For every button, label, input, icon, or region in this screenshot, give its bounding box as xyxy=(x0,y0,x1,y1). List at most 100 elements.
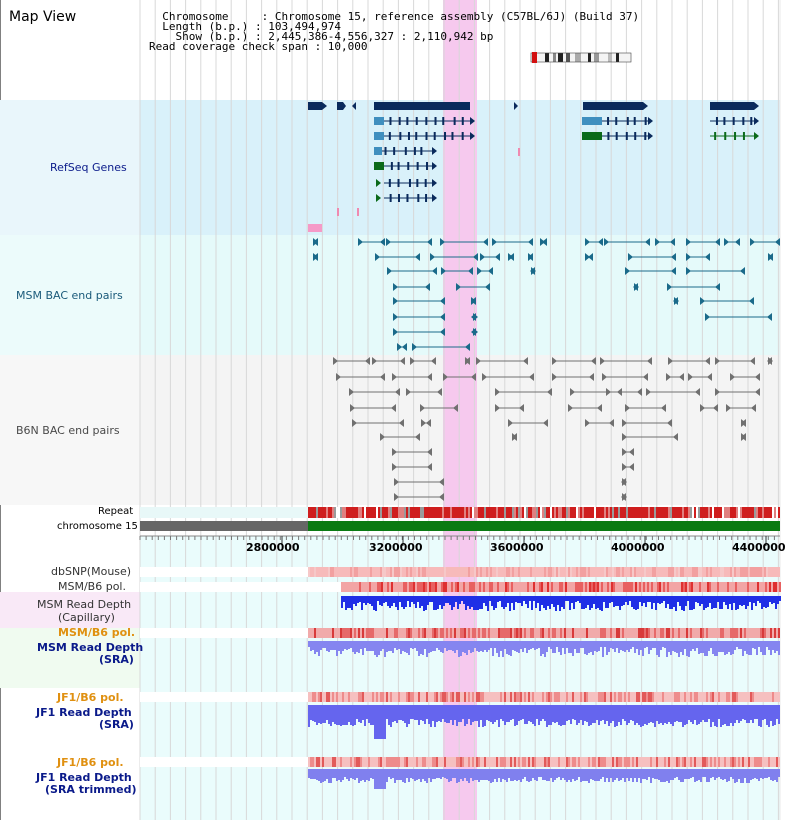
msm-pol-capillary xyxy=(475,582,477,592)
msm-depth-sra-bar xyxy=(776,641,778,651)
b6n-bac-pair-end xyxy=(602,373,607,381)
jf1-pol xyxy=(378,692,380,702)
jf1-pol-trimmed xyxy=(652,757,654,767)
jf1-depth-bar xyxy=(516,705,518,725)
dbsnp-density xyxy=(370,567,372,577)
repeat-element xyxy=(346,507,348,518)
msm-pol-capillary xyxy=(535,582,537,592)
dbsnp-density xyxy=(368,567,370,577)
jf1-pol xyxy=(644,692,646,702)
repeat-element xyxy=(378,507,380,518)
msm-depth-sra-bar xyxy=(400,641,402,654)
jf1-pol xyxy=(428,692,430,702)
track-label-msm-depth-sra[interactable]: MSM Read Depth xyxy=(37,641,144,654)
track-label-repeat[interactable]: Repeat xyxy=(98,506,134,517)
dbsnp-density xyxy=(726,567,728,577)
repeat-element xyxy=(358,507,360,518)
track-label-b6n-bac[interactable]: B6N BAC end pairs xyxy=(16,424,120,437)
msm-pol-capillary xyxy=(537,582,539,592)
msm-depth-capillary-bar xyxy=(461,596,463,601)
jf1-pol xyxy=(778,692,780,702)
jf1-depth-bar xyxy=(374,705,376,739)
jf1-pol xyxy=(618,692,620,702)
dbsnp-density xyxy=(674,567,676,577)
msm-pol-capillary xyxy=(485,582,487,592)
jf1-depth-bar xyxy=(554,705,556,723)
jf1-pol xyxy=(452,692,454,702)
jf1-depth-bar xyxy=(754,705,756,719)
jf1-pol xyxy=(534,692,536,702)
msm-depth-capillary-bar xyxy=(505,596,507,607)
jf1-pol-trimmed xyxy=(600,757,602,767)
msm-depth-sra-bar xyxy=(486,641,488,652)
jf1-depth-bar xyxy=(482,705,484,727)
repeat-element xyxy=(682,507,684,518)
msm-depth-capillary-bar xyxy=(507,596,509,603)
b6n-bac-pair-end xyxy=(395,388,400,396)
msm-depth-sra-bar xyxy=(452,641,454,651)
jf1-depth-bar xyxy=(604,705,606,724)
track-label-jf1-depth[interactable]: JF1 Read Depth xyxy=(36,706,132,719)
msm-depth-capillary-bar xyxy=(475,596,477,610)
jf1-depth-bar xyxy=(378,705,380,739)
track-label-jf1-depth-trimmed[interactable]: JF1 Read Depth xyxy=(36,771,132,784)
jf1-pol xyxy=(614,692,616,702)
jf1-pol-trimmed xyxy=(610,757,612,767)
track-label-msm-b6-pol-sra[interactable]: MSM/B6 pol. xyxy=(58,626,136,639)
jf1-pol-trimmed xyxy=(384,757,386,767)
msm-pol-sra xyxy=(384,628,386,638)
jf1-depth-trimmed-bar xyxy=(542,769,544,780)
track-label-refseq[interactable]: RefSeq Genes xyxy=(50,161,127,174)
msm-pol-sra xyxy=(778,628,780,638)
track-label-dbsnp[interactable]: dbSNP(Mouse) xyxy=(51,565,132,578)
refseq-arrow xyxy=(754,102,759,110)
repeat-element xyxy=(528,507,530,518)
jf1-pol-trimmed xyxy=(486,757,488,767)
dbsnp-density xyxy=(388,567,390,577)
track-label-msm-depth-capillary[interactable]: MSM Read Depth xyxy=(37,598,132,611)
sra-label-bg xyxy=(0,628,140,688)
jf1-depth-bar xyxy=(576,705,578,725)
track-label-chromosome[interactable]: chromosome 15 xyxy=(57,521,138,532)
jf1-depth-trimmed-bar xyxy=(458,769,460,782)
track-label-jf1-b6-pol[interactable]: JF1/B6 pol. xyxy=(57,691,124,704)
msm-depth-capillary-bar xyxy=(597,596,599,608)
msm-pol-capillary xyxy=(425,582,427,592)
jf1-pol xyxy=(590,692,592,702)
msm-pol-sra xyxy=(554,628,556,638)
msm-pol-sra xyxy=(364,628,366,638)
track-label-msm-bac[interactable]: MSM BAC end pairs xyxy=(16,289,123,302)
msm-pol-sra xyxy=(686,628,688,638)
jf1-pol xyxy=(718,692,720,702)
jf1-depth-bar xyxy=(756,705,758,719)
msm-pol-capillary xyxy=(491,582,493,592)
jf1-pol xyxy=(406,692,408,702)
repeat-element xyxy=(426,507,428,518)
jf1-pol xyxy=(612,692,614,702)
jf1-depth-bar xyxy=(752,705,754,723)
track-label-jf1-b6-pol-trimmed[interactable]: JF1/B6 pol. xyxy=(57,756,124,769)
jf1-pol-trimmed xyxy=(350,757,352,767)
msm-depth-sra-bar xyxy=(324,641,326,648)
msm-pol-capillary xyxy=(711,582,713,592)
jf1-pol xyxy=(724,692,726,702)
jf1-depth-bar xyxy=(394,705,396,721)
msm-pol-capillary xyxy=(579,582,581,592)
jf1-pol-trimmed xyxy=(698,757,700,767)
track-label-msm-b6-pol[interactable]: MSM/B6 pol. xyxy=(58,580,126,593)
dbsnp-density xyxy=(318,567,320,577)
b6n-bac-pair-end xyxy=(730,373,735,381)
msm-pol-sra xyxy=(430,628,432,638)
repeat-element xyxy=(410,507,412,518)
msm-depth-capillary-bar xyxy=(357,596,359,603)
b6n-bac-pair-end xyxy=(523,357,528,365)
msm-pol-sra xyxy=(438,628,440,638)
msm-depth-capillary-bar xyxy=(571,596,573,603)
msm-pol-capillary xyxy=(765,582,767,592)
msm-pol-capillary xyxy=(613,582,615,592)
msm-depth-capillary-bar xyxy=(443,596,445,606)
jf1-depth-trimmed-bar xyxy=(460,769,462,779)
msm-bac-pair-end xyxy=(468,267,473,275)
